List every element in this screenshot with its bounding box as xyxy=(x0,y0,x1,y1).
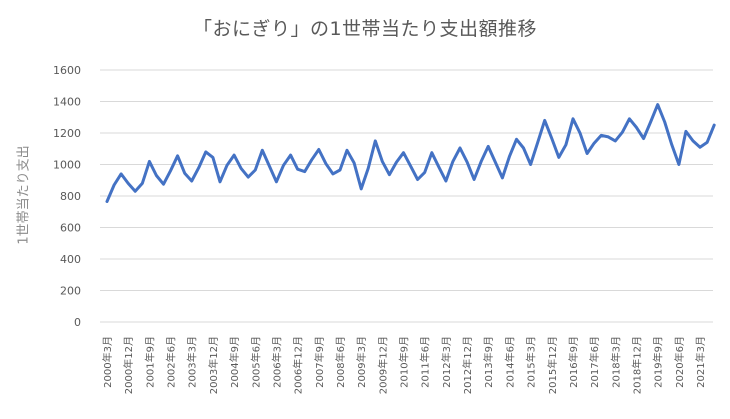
x-tick-label: 2001年9月 xyxy=(143,336,156,388)
x-tick-label: 2004年9月 xyxy=(228,336,241,388)
x-tick-label: 2006年3月 xyxy=(270,336,283,388)
x-tick-label: 2016年9月 xyxy=(567,336,580,388)
x-tick-label: 2002年6月 xyxy=(165,336,178,388)
chart-title: 「おにぎり」の1世帯当たり支出額推移 xyxy=(192,18,538,40)
x-tick-label: 2003年3月 xyxy=(186,336,199,388)
x-tick-label: 2010年9月 xyxy=(398,336,411,388)
x-tick-label: 2013年9月 xyxy=(482,336,495,388)
y-tick-label: 600 xyxy=(60,222,81,235)
x-tick-label: 2005年6月 xyxy=(249,336,262,388)
y-tick-label: 400 xyxy=(60,253,81,266)
x-tick-label: 2017年6月 xyxy=(588,336,601,388)
x-tick-label: 2019年9月 xyxy=(652,336,665,388)
y-tick-label: 800 xyxy=(60,190,81,203)
x-tick-label: 2009年12月 xyxy=(376,336,389,394)
x-tick-label: 2015年12月 xyxy=(546,336,559,394)
x-tick-label: 2021年3月 xyxy=(694,336,707,388)
x-tick-label: 2000年12月 xyxy=(122,336,135,394)
x-tick-label: 2011年6月 xyxy=(419,336,432,388)
x-tick-label: 2006年12月 xyxy=(292,336,305,394)
x-tick-label: 2009年3月 xyxy=(355,336,368,388)
y-tick-label: 1200 xyxy=(53,127,81,140)
y-axis-ticks: 0 200 400 600 800 1000 1200 1400 1600 xyxy=(53,64,81,329)
y-tick-label: 0 xyxy=(74,316,81,329)
x-tick-label: 2000年3月 xyxy=(101,336,114,388)
y-tick-label: 1400 xyxy=(53,96,81,109)
x-tick-label: 2012年3月 xyxy=(440,336,453,388)
x-axis-ticks: 2000年3月 2000年12月 2001年9月 2002年6月 2003年3月 2003… xyxy=(101,336,707,394)
y-tick-label: 200 xyxy=(60,285,81,298)
y-tick-label: 1000 xyxy=(53,159,81,172)
y-tick-label: 1600 xyxy=(53,64,81,77)
gridlines xyxy=(100,69,713,323)
data-series-line xyxy=(105,103,716,203)
x-tick-label: 2018年3月 xyxy=(609,336,622,388)
x-tick-label: 2012年12月 xyxy=(461,336,474,394)
x-tick-label: 2018年12月 xyxy=(631,336,644,394)
x-tick-label: 2014年6月 xyxy=(503,336,516,388)
x-tick-label: 2020年6月 xyxy=(673,336,686,388)
x-tick-label: 2003年12月 xyxy=(207,336,220,394)
x-tick-label: 2015年3月 xyxy=(525,336,538,388)
x-tick-label: 2007年9月 xyxy=(313,336,326,388)
x-tick-label: 2008年6月 xyxy=(334,336,347,388)
